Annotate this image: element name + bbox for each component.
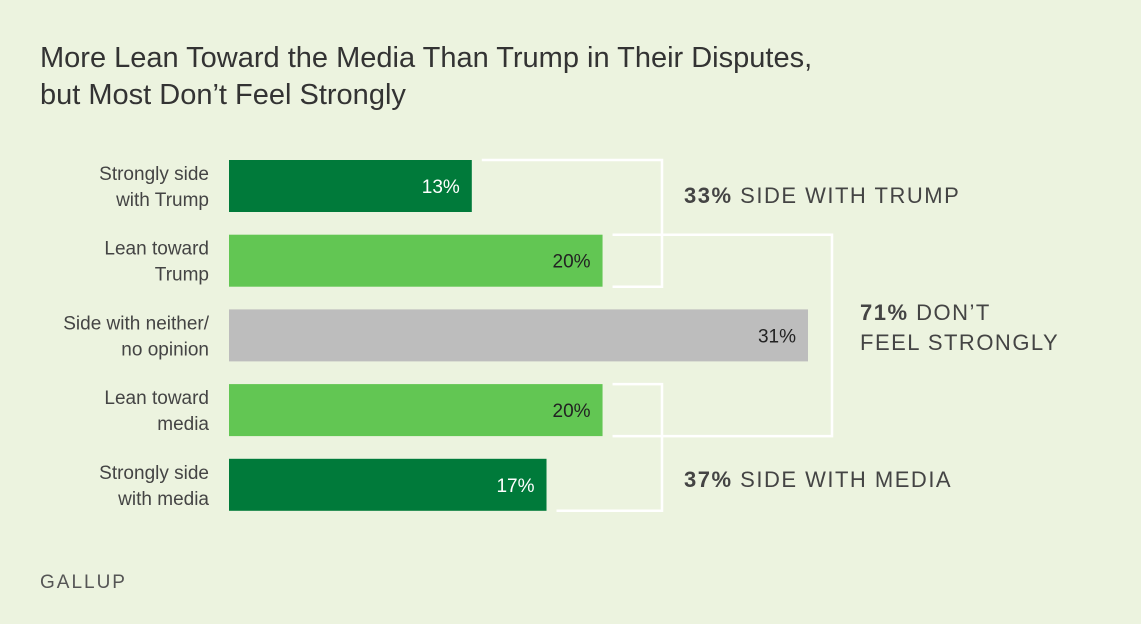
bracket-trump: [481, 158, 664, 288]
category-label: Strongly side: [99, 164, 209, 185]
category-label: Lean toward: [104, 388, 209, 409]
category-label: Trump: [155, 265, 209, 286]
source-logo-text: GALLUP: [40, 572, 127, 593]
chart-title-line-2: but Most Don’t Feel Strongly: [40, 79, 406, 111]
bar: [229, 234, 603, 287]
bar: [229, 458, 547, 511]
bar: [229, 309, 808, 362]
annotation-dont-feel-strongly-line-2: FEEL STRONGLY: [860, 330, 1059, 355]
chart-title: More Lean Toward the Media Than Trump in…: [40, 40, 1040, 114]
data-label: 13%: [422, 177, 460, 198]
category-label: Lean toward: [104, 239, 209, 260]
annotation-side-with-media: 37% SIDE WITH MEDIA: [684, 467, 952, 492]
data-label: 31%: [758, 326, 796, 347]
category-label: with Trump: [115, 190, 209, 211]
category-label: media: [157, 414, 209, 435]
data-label: 20%: [553, 401, 591, 422]
chart-title-line-1: More Lean Toward the Media Than Trump in…: [40, 42, 813, 74]
annotation-side-with-trump: 33% SIDE WITH TRUMP: [684, 183, 960, 208]
bar: [229, 160, 472, 212]
data-label: 20%: [553, 252, 591, 273]
annotation-dont-feel-strongly: 71% DON’T: [860, 300, 991, 325]
bar: [229, 384, 603, 437]
bracket-media: [556, 382, 664, 513]
category-label: with media: [117, 489, 209, 510]
bracket-dont-feel-strongly: [612, 233, 834, 438]
category-label: Strongly side: [99, 463, 209, 484]
data-label: 17%: [496, 476, 534, 497]
category-label: Side with neither/: [63, 313, 209, 334]
category-label: no opinion: [121, 339, 209, 360]
